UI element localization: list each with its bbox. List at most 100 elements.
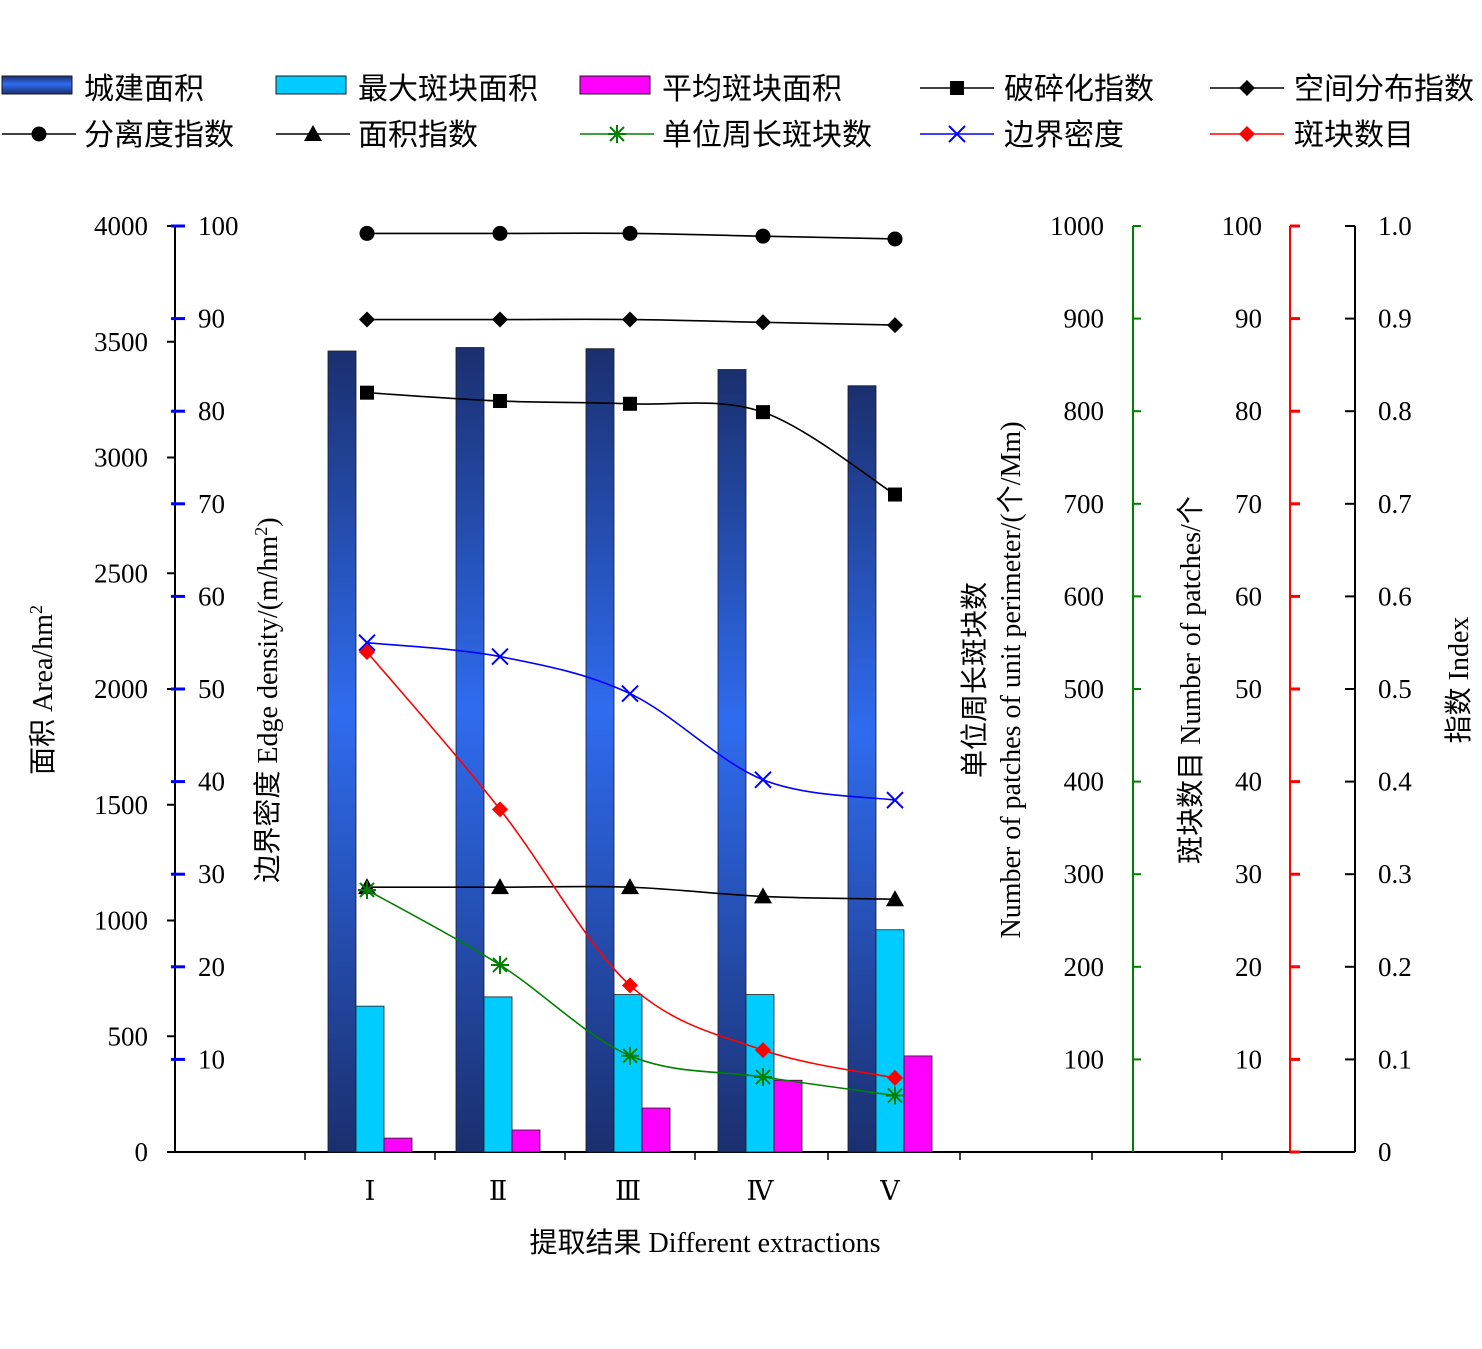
line-marker	[304, 125, 322, 141]
bar	[383, 1137, 413, 1153]
line-marker	[491, 878, 509, 895]
area-axis-tick-label: 2500	[94, 558, 148, 588]
perimeter-axis-tick-label: 500	[1064, 674, 1105, 704]
line-marker	[359, 225, 375, 241]
bar	[875, 929, 905, 1153]
edge-axis-tick-label: 10	[198, 1044, 225, 1074]
legend-label: 边界密度	[1004, 119, 1124, 152]
legend-swatch	[275, 75, 347, 95]
area-axis-tick-label: 3500	[94, 327, 148, 357]
line-marker	[1239, 80, 1255, 96]
patches-axis-title: 斑块数目 Number of patches/个	[1175, 496, 1207, 864]
plot-area	[327, 225, 933, 1153]
line-marker	[622, 225, 638, 241]
index-axis-tick-label: 0.8	[1378, 396, 1412, 426]
line-marker	[492, 801, 508, 818]
bar	[455, 347, 485, 1153]
index-axis-tick-label: 0.2	[1378, 952, 1412, 982]
line-marker	[359, 643, 375, 660]
patches-axis-tick-label: 70	[1235, 489, 1262, 519]
line-marker	[621, 684, 639, 703]
legend-label: 斑块数目	[1294, 119, 1414, 152]
perimeter-axis-tick-label: 300	[1064, 859, 1105, 889]
bar	[773, 1079, 803, 1153]
area-axis-tick-label: 1000	[94, 906, 148, 936]
bar	[847, 385, 877, 1153]
edge-axis-tick-label: 70	[198, 489, 225, 519]
perimeter-axis-title-cn: 单位周长斑块数	[959, 582, 991, 778]
legend-swatch	[1, 75, 73, 95]
line-marker	[887, 317, 903, 334]
line-marker	[359, 311, 375, 328]
area-axis-tick-label: 1500	[94, 790, 148, 820]
area-axis-tick-label: 2000	[94, 674, 148, 704]
patches-axis-tick-label: 80	[1235, 396, 1262, 426]
edge-axis-tick-label: 50	[198, 674, 225, 704]
bar	[613, 994, 643, 1153]
legend-swatch	[579, 75, 651, 95]
line-marker	[886, 791, 904, 809]
line-marker	[887, 231, 903, 247]
index-axis-tick-label: 0.1	[1378, 1044, 1412, 1074]
axes: 面积 Area/hm2 边界密度 Edge density/(m/hm2) 单位…	[26, 211, 1475, 1259]
x-tick-label: Ⅳ	[747, 1176, 775, 1206]
index-axis-tick-label: 0.4	[1378, 767, 1412, 797]
patches-axis-tick-label: 100	[1222, 211, 1263, 241]
bar	[483, 996, 513, 1153]
line-marker	[621, 1046, 639, 1065]
edge-axis-tick-label: 40	[198, 767, 225, 797]
line-marker	[755, 1042, 771, 1059]
x-tick-label: Ⅰ	[365, 1176, 376, 1206]
x-tick-label: Ⅲ	[615, 1176, 641, 1206]
index-axis-tick-label: 0.9	[1378, 304, 1412, 334]
legend-label: 破碎化指数	[1004, 73, 1154, 106]
bar	[511, 1129, 541, 1153]
line-marker	[360, 385, 374, 400]
line-marker	[886, 890, 904, 907]
patches-axis-tick-label: 40	[1235, 767, 1262, 797]
line-marker	[755, 228, 771, 244]
perimeter-axis-title-en: Number of patches of unit perimeter/(个/M…	[996, 421, 1027, 938]
patches-axis-tick-label: 10	[1235, 1044, 1262, 1074]
index-axis-tick-label: 0.7	[1378, 489, 1412, 519]
legend-label: 城建面积	[84, 73, 204, 106]
line-marker	[621, 878, 639, 895]
series-line	[366, 641, 896, 801]
x-tick-label: Ⅱ	[489, 1176, 507, 1206]
index-axis-tick-label: 0.5	[1378, 674, 1412, 704]
line-marker	[1239, 126, 1255, 142]
patches-axis-tick-label: 50	[1235, 674, 1262, 704]
legend-label: 面积指数	[358, 119, 478, 152]
bar	[355, 1005, 385, 1153]
area-axis-title: 面积 Area/hm2	[26, 605, 59, 775]
perimeter-axis-tick-label: 200	[1064, 952, 1105, 982]
line-marker	[31, 126, 47, 142]
area-axis-tick-label: 500	[108, 1021, 149, 1051]
line-marker	[492, 311, 508, 328]
bar	[903, 1055, 933, 1153]
edge-axis-tick-label: 100	[198, 211, 239, 241]
line-marker	[358, 880, 376, 899]
index-axis-tick-label: 0	[1378, 1137, 1392, 1167]
index-axis-tick-label: 0.6	[1378, 581, 1412, 611]
edge-axis-tick-label: 20	[198, 952, 225, 982]
x-axis-title: 提取结果 Different extractions	[530, 1227, 881, 1259]
line-marker	[608, 125, 626, 143]
legend-label: 最大斑块面积	[358, 73, 538, 106]
patches-axis-tick-label: 60	[1235, 581, 1262, 611]
area-axis-tick-label: 3000	[94, 443, 148, 473]
line-marker	[491, 647, 509, 666]
line-marker	[491, 955, 509, 974]
bar	[585, 348, 615, 1153]
patches-axis-tick-label: 30	[1235, 859, 1262, 889]
legend-label: 空间分布指数	[1294, 73, 1474, 106]
line-marker	[754, 771, 772, 789]
perimeter-axis-tick-label: 400	[1064, 767, 1105, 797]
line-marker	[622, 311, 638, 328]
edge-density-axis-title: 边界密度 Edge density/(m/hm2)	[251, 517, 284, 882]
legend-label: 平均斑块面积	[662, 73, 842, 106]
index-axis-tick-label: 0.3	[1378, 859, 1412, 889]
line-marker	[754, 887, 772, 904]
